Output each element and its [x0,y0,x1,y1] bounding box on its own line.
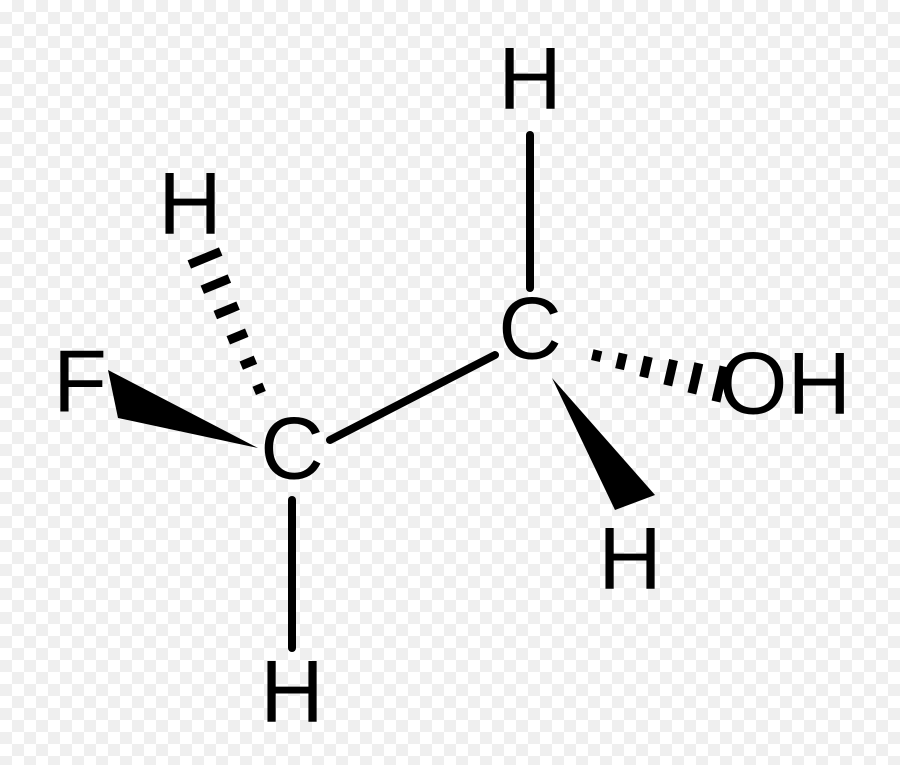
bond-wedge-hash [189,251,264,390]
atom-label-c1: C [260,398,324,497]
bond-wedge-solid [108,370,258,448]
bond-wedge-hash [595,350,724,401]
atom-label-oh: OH [719,333,851,432]
atom-label-h3: H [498,28,562,127]
atom-label-c2: C [498,278,562,377]
atom-label-f: F [53,331,107,430]
atom-label-h1: H [158,153,222,252]
bond-wedge-solid [552,378,655,510]
atom-label-h4: H [598,508,662,607]
atom-label-h2: H [260,641,324,740]
molecule-diagram: CCHFHHOHH [0,0,900,760]
bond-line [330,355,495,440]
